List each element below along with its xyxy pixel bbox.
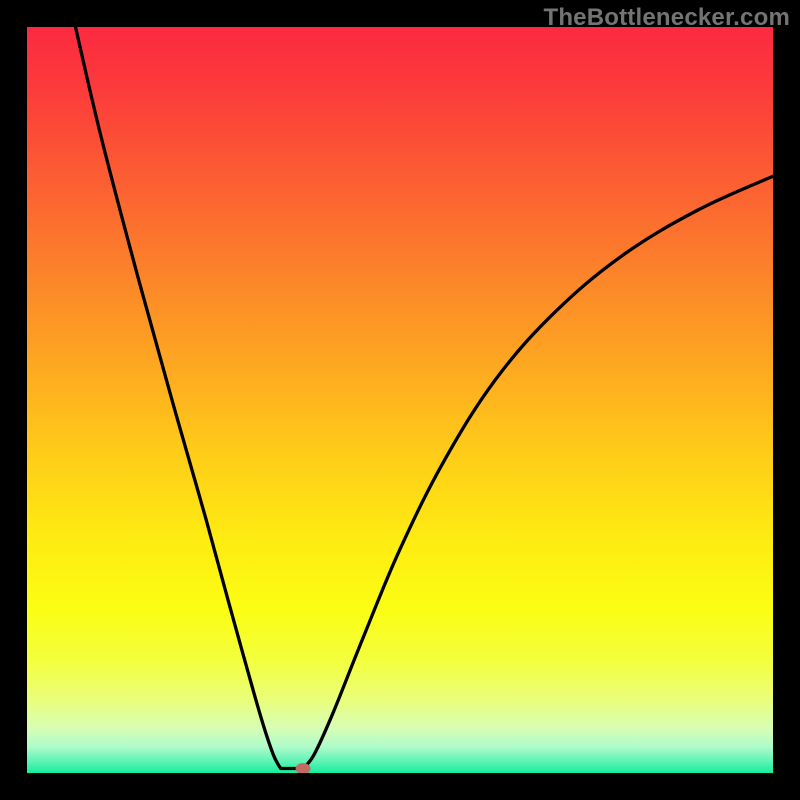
plot-area [27,27,773,773]
gradient-background [27,27,773,773]
optimal-point-marker [296,764,310,773]
outer-frame: TheBottlenecker.com [0,0,800,800]
chart-svg [27,27,773,773]
